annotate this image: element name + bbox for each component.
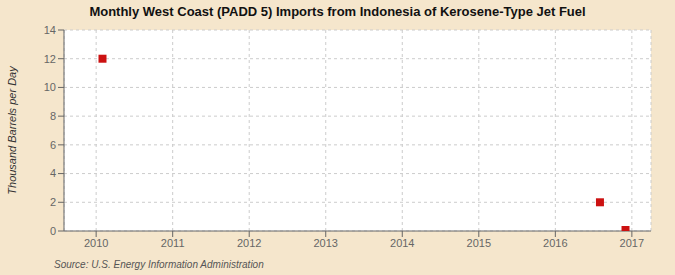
svg-text:0: 0 — [50, 225, 56, 237]
svg-text:12: 12 — [44, 53, 56, 65]
svg-text:Thousand Barrels per Day: Thousand Barrels per Day — [8, 65, 18, 195]
svg-text:4: 4 — [50, 167, 56, 179]
svg-text:2015: 2015 — [467, 237, 491, 249]
svg-text:2011: 2011 — [161, 237, 185, 249]
html-text:Source: U.S. Energy Informatio: Source: U.S. Energy Information Administ… — [54, 259, 264, 270]
svg-text:2010: 2010 — [84, 237, 108, 249]
svg-text:10: 10 — [44, 81, 56, 93]
svg-text:2012: 2012 — [237, 237, 261, 249]
svg-text:8: 8 — [50, 110, 56, 122]
svg-text:2013: 2013 — [313, 237, 337, 249]
svg-text:2: 2 — [50, 196, 56, 208]
svg-text:14: 14 — [44, 24, 56, 36]
html-text:Monthly West Coast (PADD 5) Im: Monthly West Coast (PADD 5) Imports from… — [89, 4, 586, 19]
svg-text:2014: 2014 — [390, 237, 414, 249]
svg-text:2016: 2016 — [543, 237, 567, 249]
svg-text:2017: 2017 — [620, 237, 644, 249]
svg-text:6: 6 — [50, 139, 56, 151]
